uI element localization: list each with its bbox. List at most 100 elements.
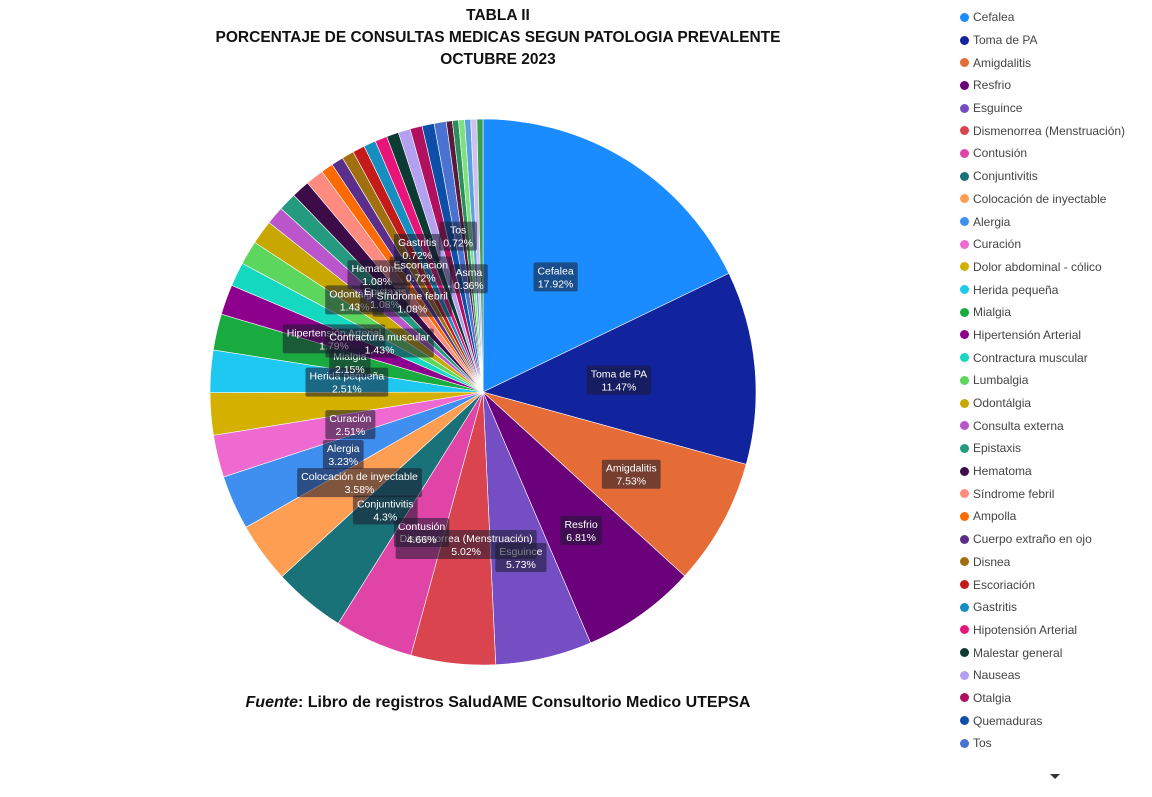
- legend-item[interactable]: Dolor abdominal - cólico: [960, 256, 1150, 279]
- legend-marker-icon: [960, 738, 969, 748]
- legend-item[interactable]: Dismenorrea (Menstruación): [960, 119, 1150, 142]
- legend-item[interactable]: Herida pequeña: [960, 278, 1150, 301]
- legend-item[interactable]: Conjuntivitis: [960, 165, 1150, 188]
- legend-marker-icon: [960, 35, 969, 45]
- data-label-background: [586, 365, 652, 395]
- data-label-value: 3.58%: [345, 484, 375, 496]
- legend-label: Quemaduras: [973, 713, 1043, 728]
- legend-label: Nauseas: [973, 668, 1021, 683]
- legend-item[interactable]: Cefalea: [960, 6, 1150, 29]
- data-label-value: 4.3%: [373, 512, 397, 524]
- legend-label: Conjuntivitis: [973, 169, 1038, 184]
- data-label-name: Síndrome febril: [377, 291, 448, 303]
- legend-item[interactable]: Gastritis: [960, 596, 1150, 619]
- legend-item[interactable]: Malestar general: [960, 641, 1150, 664]
- legend-item[interactable]: Ampolla: [960, 505, 1150, 528]
- legend-label: Alergia: [973, 214, 1011, 229]
- data-label-name: Contractura muscular: [329, 332, 430, 344]
- data-label-background: [322, 439, 364, 469]
- legend-item[interactable]: Esguince: [960, 97, 1150, 120]
- legend-label: Tos: [973, 736, 992, 751]
- legend-label: Cefalea: [973, 10, 1015, 25]
- legend-item[interactable]: Epistaxis: [960, 437, 1150, 460]
- legend-item[interactable]: Tos: [960, 732, 1150, 755]
- legend-marker-icon: [960, 194, 969, 204]
- legend-label: Síndrome febril: [973, 486, 1055, 501]
- legend-item[interactable]: Contusión: [960, 142, 1150, 165]
- data-label-background: [325, 410, 376, 440]
- data-label-value: 6.81%: [566, 532, 596, 544]
- legend-label: Amigdalitis: [973, 55, 1032, 70]
- data-label-name: Curación: [329, 413, 371, 425]
- legend-item[interactable]: Contractura muscular: [960, 346, 1150, 369]
- data-label-background: [449, 264, 488, 294]
- legend-item[interactable]: Odontálgia: [960, 392, 1150, 415]
- legend-marker-icon: [960, 534, 969, 544]
- legend-item[interactable]: Consulta externa: [960, 414, 1150, 437]
- legend-label: Epistaxis: [973, 441, 1022, 456]
- chart-title-line-3: OCTUBRE 2023: [440, 51, 556, 68]
- data-label-value: 1.08%: [397, 304, 427, 316]
- data-label-name: Amigdalitis: [606, 463, 657, 475]
- legend-marker-icon: [960, 126, 969, 136]
- legend-item[interactable]: Mialgia: [960, 301, 1150, 324]
- data-label-background: [601, 459, 661, 489]
- legend-label: Cuerpo extraño en ojo: [973, 532, 1092, 547]
- data-label-value: 5.02%: [451, 546, 481, 558]
- legend-item[interactable]: Cuerpo extraño en ojo: [960, 528, 1150, 551]
- data-label-name: Conjuntivitis: [357, 499, 414, 511]
- legend-marker-icon: [960, 171, 969, 181]
- legend-label: Consulta externa: [973, 418, 1064, 433]
- legend-item[interactable]: Quemaduras: [960, 709, 1150, 732]
- legend-marker-icon: [960, 466, 969, 476]
- legend-label: Dolor abdominal - cólico: [973, 259, 1102, 274]
- legend-item[interactable]: Hipertensión Arterial: [960, 324, 1150, 347]
- legend-label: Escoriación: [973, 577, 1036, 592]
- legend-label: Odontálgia: [973, 396, 1032, 411]
- legend-item[interactable]: Nauseas: [960, 664, 1150, 687]
- data-label-background: [352, 495, 418, 525]
- legend-item[interactable]: Curación: [960, 233, 1150, 256]
- legend-marker-icon: [960, 330, 969, 340]
- legend-item[interactable]: Resfrio: [960, 74, 1150, 97]
- pie-slices: [209, 118, 757, 666]
- data-label-background: [394, 233, 441, 263]
- legend-item[interactable]: Amigdalitis: [960, 51, 1150, 74]
- data-label-value: 0.72%: [402, 250, 432, 262]
- data-label-value: 1.08%: [362, 276, 392, 288]
- legend-marker-icon: [960, 398, 969, 408]
- legend-item[interactable]: Disnea: [960, 551, 1150, 574]
- data-label-name: Asma: [455, 267, 482, 279]
- data-label-background: [439, 221, 478, 251]
- legend-item[interactable]: Hipotensión Arterial: [960, 619, 1150, 642]
- legend-item[interactable]: Lumbalgia: [960, 369, 1150, 392]
- legend-marker-icon: [960, 12, 969, 22]
- legend-item[interactable]: Escoriación: [960, 573, 1150, 596]
- legend-item[interactable]: Toma de PA: [960, 29, 1150, 52]
- legend-marker-icon: [960, 625, 969, 635]
- data-label-name: Gastritis: [398, 237, 437, 249]
- legend-item[interactable]: Otalgia: [960, 687, 1150, 710]
- legend-item[interactable]: Colocación de inyectable: [960, 188, 1150, 211]
- pie-slice-unlabeled-38[interactable]: [476, 118, 484, 393]
- pie-slice-cefalea[interactable]: [482, 118, 730, 393]
- data-label-background: [389, 256, 452, 286]
- chart-title-line-1: TABLA II: [466, 7, 530, 24]
- legend-item[interactable]: Hematoma: [960, 460, 1150, 483]
- data-label-name: Tos: [450, 225, 466, 237]
- legend-item[interactable]: Alergia: [960, 210, 1150, 233]
- legend-scroll-down-icon[interactable]: [1050, 774, 1060, 779]
- data-label-value: 11.47%: [602, 382, 637, 394]
- legend-item[interactable]: Síndrome febril: [960, 482, 1150, 505]
- source-text: : Libro de registros SaludAME Consultori…: [297, 694, 751, 711]
- data-label-background: [533, 262, 578, 292]
